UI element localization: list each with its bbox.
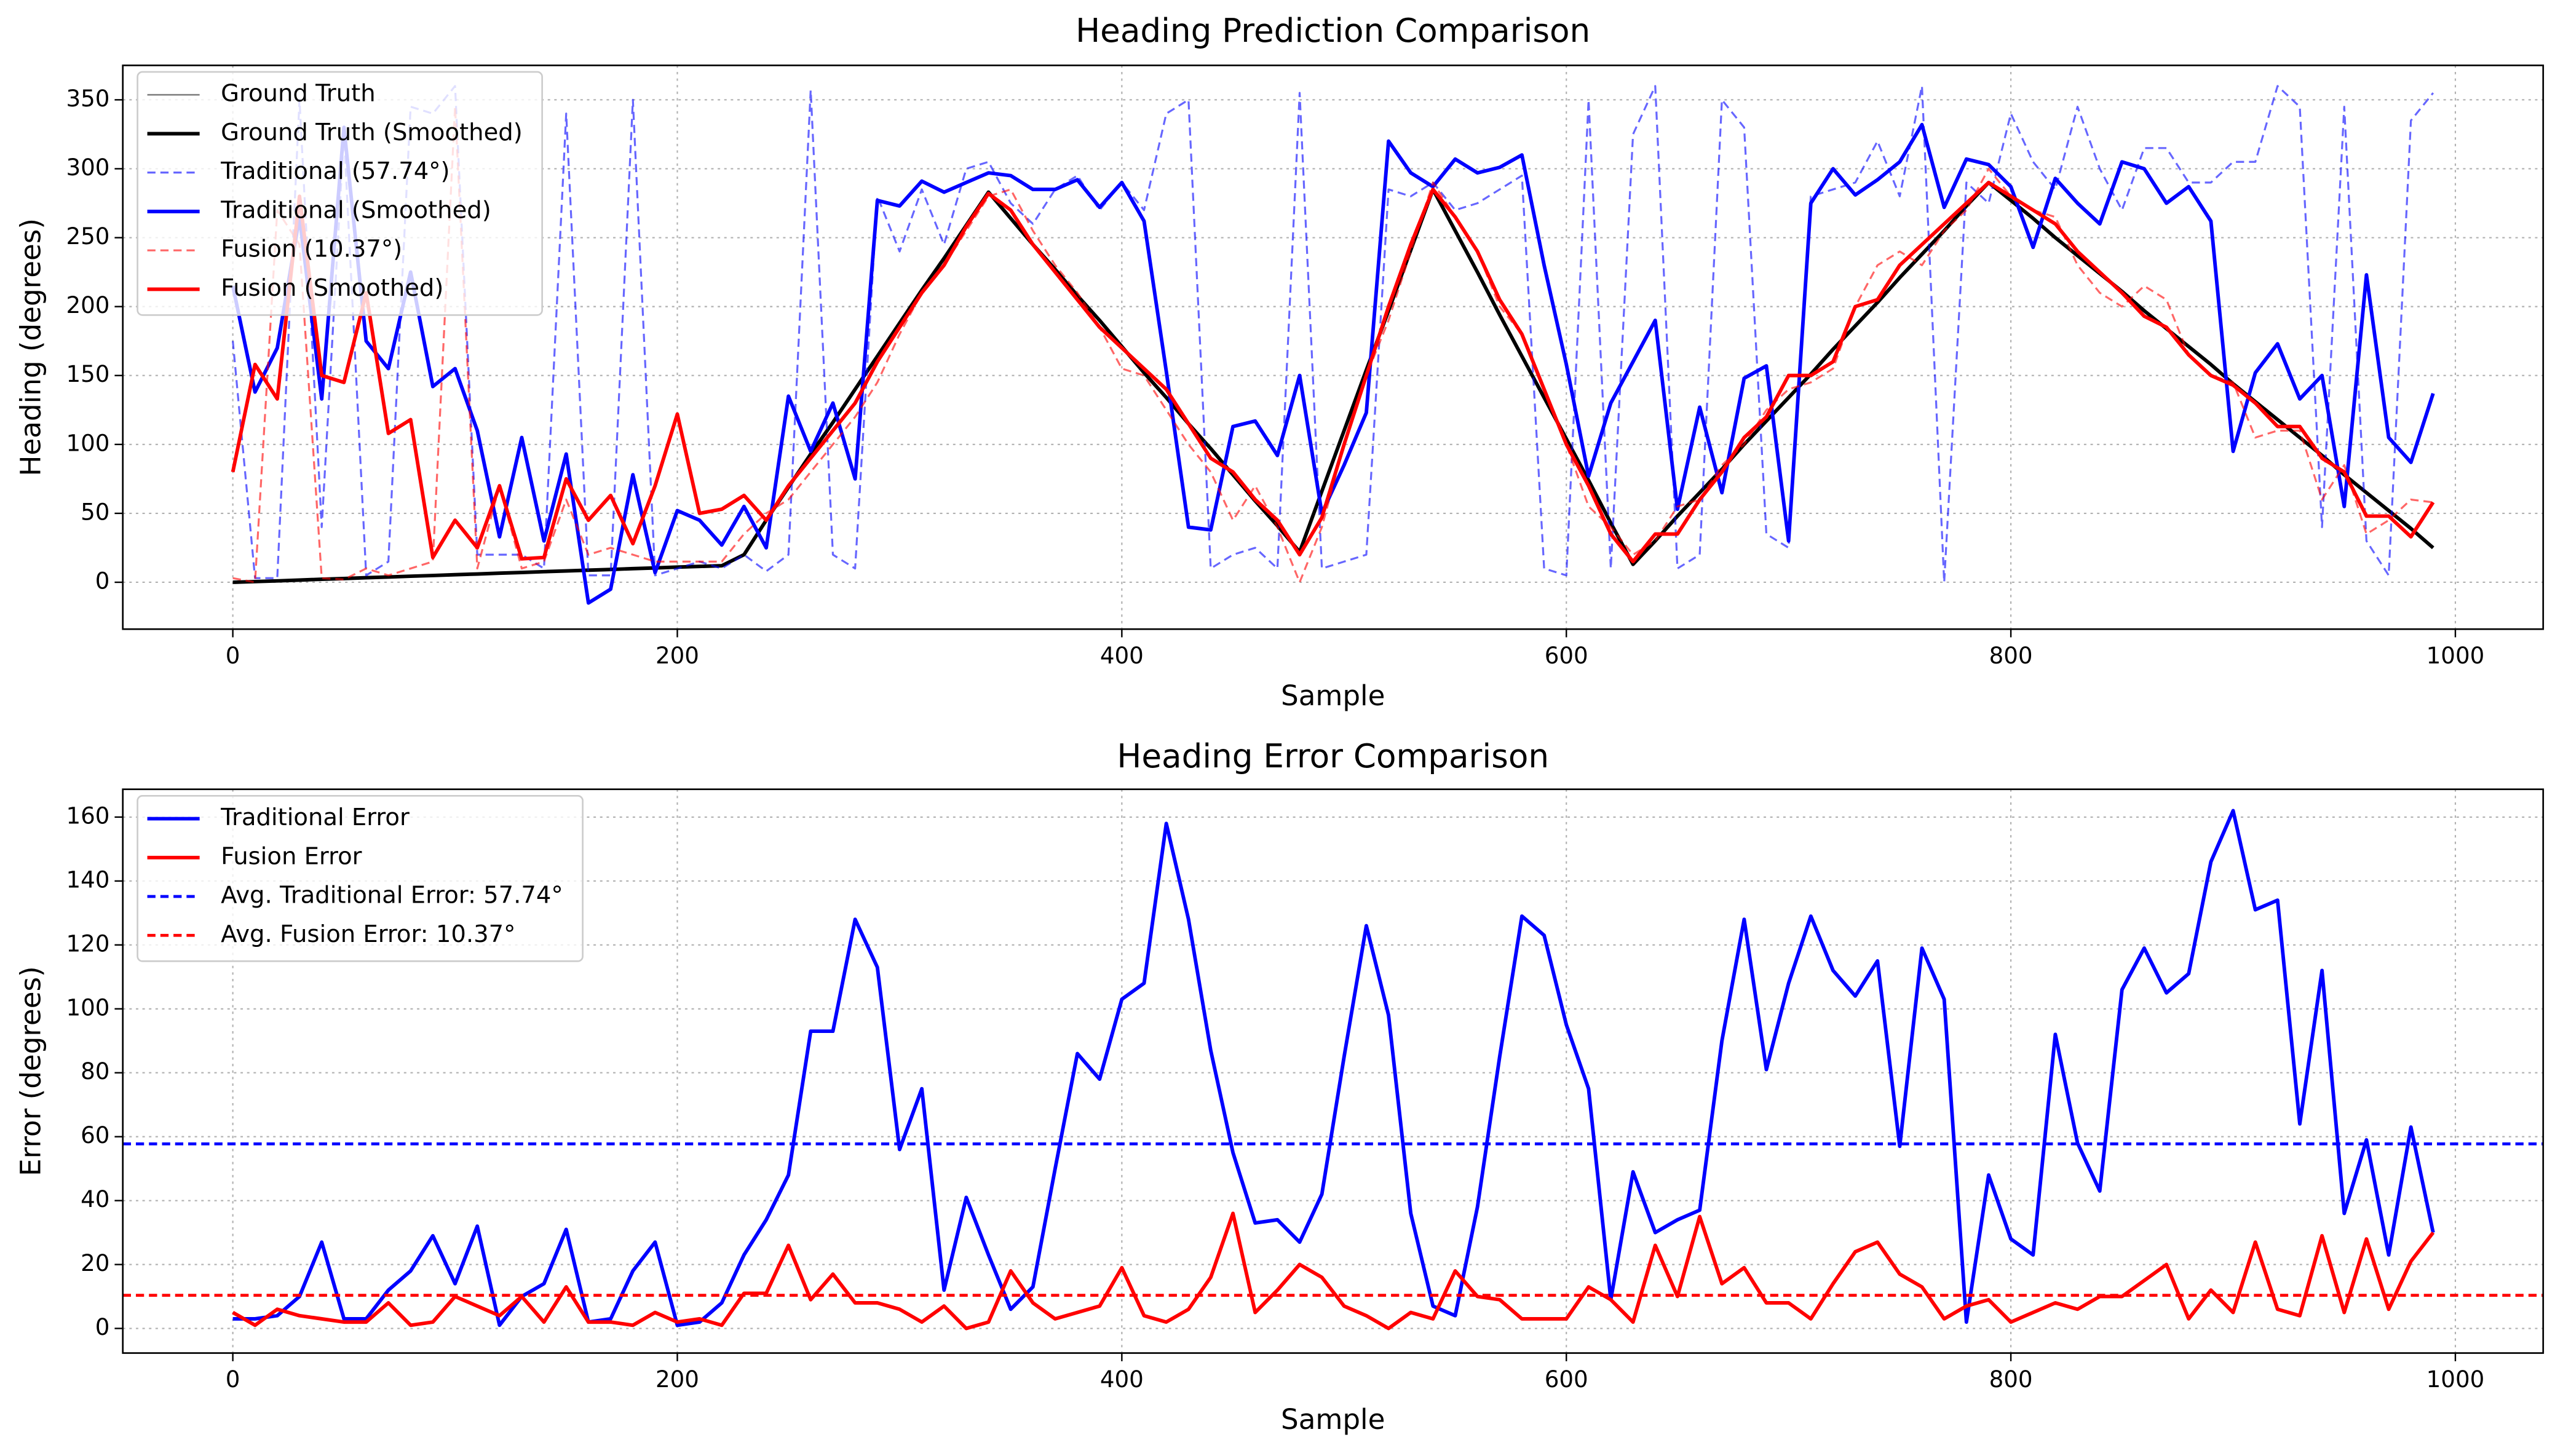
y-tick-label: 20: [81, 1249, 109, 1276]
series-group: [231, 85, 2435, 605]
x-tick-label: 200: [656, 1366, 699, 1393]
y-tick-label: 350: [66, 85, 109, 112]
x-axis-label: Sample: [1281, 679, 1385, 712]
y-tick-label: 80: [81, 1058, 109, 1085]
x-tick-label: 400: [1100, 1366, 1144, 1393]
legend-label: Traditional Error: [220, 804, 410, 831]
legend: Traditional Error Fusion Error Avg. Tradit…: [137, 794, 584, 962]
y-axis-label: Heading (degrees): [15, 218, 47, 476]
y-tick-label: 100: [66, 429, 109, 456]
legend-label: Ground Truth: [221, 80, 376, 108]
series-line: [232, 105, 2434, 584]
x-tick-label: 800: [1989, 1366, 2033, 1393]
legend-box: [137, 71, 543, 316]
series-line: [232, 85, 2434, 584]
x-tick-label: 0: [226, 1366, 240, 1393]
y-tick-label: 0: [95, 1313, 110, 1340]
legend-label: Fusion Error: [221, 842, 362, 870]
legend-label: Avg. Traditional Error: 57.74°: [221, 882, 563, 909]
chart-title: Heading Prediction Comparison: [1076, 12, 1590, 50]
x-tick-label: 800: [1989, 642, 2033, 669]
y-tick-label: 150: [66, 360, 109, 387]
y-tick-label: 40: [81, 1185, 109, 1213]
legend-label: Traditional (Smoothed): [220, 196, 491, 224]
series-line: [231, 180, 2435, 564]
legend-label: Fusion (Smoothed): [221, 274, 443, 302]
plot-frame: [122, 64, 2545, 630]
y-tick-label: 50: [81, 498, 109, 525]
x-tick-label: 600: [1545, 642, 1588, 669]
y-tick-label: 160: [66, 802, 109, 829]
legend: Ground Truth Ground Truth (Smoothed) Tradi…: [137, 71, 543, 316]
x-tick-label: 1000: [2426, 642, 2485, 669]
y-tick-label: 120: [66, 930, 109, 957]
x-tick-label: 200: [656, 642, 699, 669]
x-tick-label: 600: [1545, 1366, 1588, 1393]
legend-label: Traditional (57.74°): [220, 157, 450, 185]
legend-label: Ground Truth (Smoothed): [221, 119, 523, 146]
plot-frame: [122, 788, 2545, 1354]
y-tick-label: 250: [66, 223, 109, 250]
y-tick-label: 140: [66, 866, 109, 893]
series-group: [122, 809, 2543, 1331]
y-tick-label: 0: [95, 567, 110, 594]
y-tick-label: 100: [66, 994, 109, 1021]
legend-label: Fusion (10.37°): [221, 235, 402, 263]
x-tick-label: 400: [1100, 642, 1144, 669]
y-tick-label: 200: [66, 291, 109, 318]
legend-label: Avg. Fusion Error: 10.37°: [221, 920, 515, 948]
plot-area: 0 200 400 600 800 1000 0 20 40 60 80 100 120 140 160 He…: [15, 737, 2545, 1436]
y-axis-label: Error (degrees): [15, 966, 47, 1176]
series-line: [232, 180, 2434, 584]
legend-box: [137, 794, 584, 962]
x-tick-label: 0: [226, 642, 240, 669]
x-axis-label: Sample: [1281, 1403, 1385, 1436]
plot-area: 0 200 400 600 800 1000 0 50 100 150 200 250 300 350 He…: [15, 12, 2545, 712]
y-tick-label: 60: [81, 1122, 109, 1149]
chart-title: Heading Error Comparison: [1117, 737, 1549, 775]
y-tick-label: 300: [66, 154, 109, 181]
series-line: [232, 1211, 2435, 1331]
x-tick-label: 1000: [2426, 1366, 2485, 1393]
